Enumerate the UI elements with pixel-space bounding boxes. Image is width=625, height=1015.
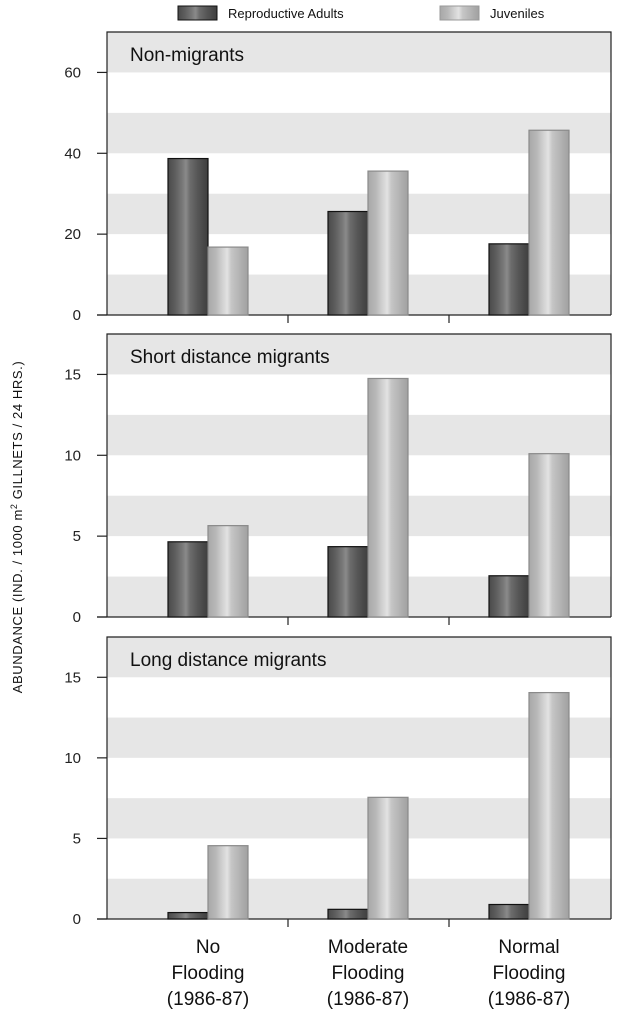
grid-band <box>107 112 611 154</box>
bar-adults <box>488 903 530 920</box>
bar-juveniles <box>528 453 570 618</box>
bar-adults <box>327 908 369 920</box>
bar-adults <box>488 243 530 316</box>
category-label: Normal Flooding (1986-87) <box>488 937 570 1010</box>
panel-title: Long distance migrants <box>130 650 326 671</box>
y-tick-label: 10 <box>64 447 81 464</box>
y-tick-label: 40 <box>64 145 81 162</box>
bar-juveniles <box>367 796 409 920</box>
legend-label-adults: Reproductive Adults <box>228 6 344 21</box>
panel-1: 0 20 40 60 Non-migrants <box>64 31 612 324</box>
grid-band <box>107 32 611 73</box>
category-label: No Flooding (1986-87) <box>167 937 249 1010</box>
bar-adults <box>167 157 209 316</box>
panel-3: 0 5 10 15 Long distance migrants <box>64 636 612 928</box>
panel-title: Non-migrants <box>130 45 244 66</box>
y-tick-label: 15 <box>64 366 81 383</box>
bar-juveniles <box>207 525 249 618</box>
bar-juveniles <box>207 246 249 316</box>
y-tick-label: 5 <box>73 528 81 545</box>
legend-label-juveniles: Juveniles <box>490 6 545 21</box>
panel-2: 0 5 10 15 Short distance migrants <box>64 333 612 626</box>
bar-juveniles <box>207 845 249 920</box>
category-label: Moderate Flooding (1986-87) <box>327 937 409 1010</box>
y-tick-label: 20 <box>64 226 81 243</box>
bar-adults <box>167 541 209 618</box>
y-tick-label: 0 <box>73 609 81 626</box>
bar-adults <box>327 546 369 618</box>
grid-band <box>107 495 611 537</box>
bar-juveniles <box>367 377 409 618</box>
legend-swatch-juveniles <box>439 5 480 21</box>
legend-swatch-adults <box>177 5 218 21</box>
bar-juveniles <box>528 129 570 316</box>
y-tick-label: 15 <box>64 669 81 686</box>
legend: Reproductive Adults Juveniles <box>177 5 545 21</box>
y-axis-label: ABUNDANCE (IND. / 1000 m2 GILLNETS / 24 … <box>9 361 25 694</box>
panel-frame <box>106 31 612 315</box>
grid-band <box>107 334 611 375</box>
category-labels: No Flooding (1986-87) Moderate Flooding (1986… <box>167 937 570 1010</box>
y-tick-label: 60 <box>64 64 81 81</box>
panels: 0 20 40 60 Non-migrants 0 5 10 15 Short distance … <box>64 31 612 928</box>
y-tick-label: 10 <box>64 750 81 767</box>
panel-frame <box>106 333 612 617</box>
grid-band <box>107 798 611 839</box>
y-tick-label: 0 <box>73 307 81 324</box>
grid-band <box>107 414 611 456</box>
bar-adults <box>488 575 530 618</box>
grid-band <box>107 637 611 678</box>
panel-frame <box>106 636 612 919</box>
bar-adults <box>167 911 209 920</box>
panel-title: Short distance migrants <box>130 347 330 368</box>
y-tick-label: 5 <box>73 830 81 847</box>
grid-band <box>107 717 611 758</box>
bar-juveniles <box>528 691 570 920</box>
y-tick-label: 0 <box>73 911 81 928</box>
bar-juveniles <box>367 170 409 316</box>
bar-adults <box>327 210 369 316</box>
